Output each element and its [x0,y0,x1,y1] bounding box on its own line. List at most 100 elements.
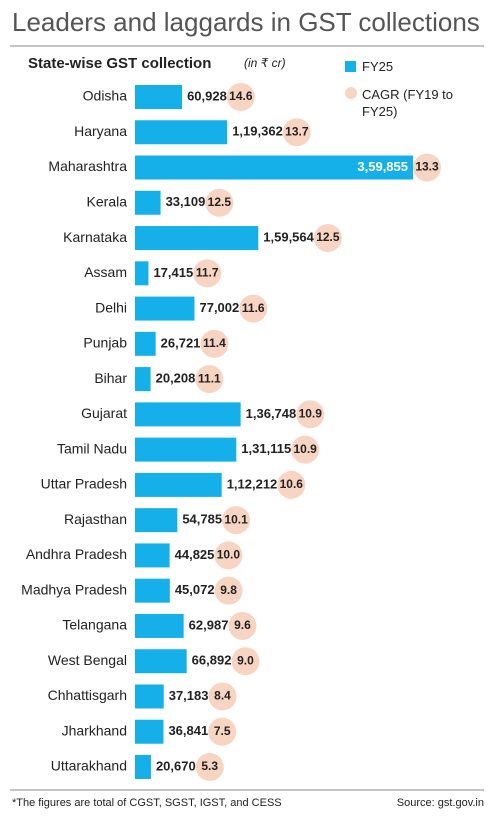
y-tick-label: West Bengal [48,652,127,668]
y-tick-label: Chhattisgarh [48,687,127,703]
data-label: 33,109 [166,194,206,209]
data-label: 37,183 [169,688,209,703]
cagr-dot [231,647,260,676]
cagr-dot [239,294,268,323]
y-tick-label: Madhya Pradesh [21,581,127,597]
y-tick-label: Karnataka [63,229,127,245]
bar [135,296,195,321]
y-tick-label: Gujarat [81,405,127,421]
data-label: 3,59,855 [357,159,408,174]
chart-title: Leaders and laggards in GST collections [12,7,480,37]
unit: (in ₹ cr) [244,56,286,70]
cagr-dot [205,188,234,217]
bar [135,226,259,251]
bar [135,649,187,674]
data-label: 66,892 [192,653,232,668]
bar [135,508,178,533]
y-tick-label: Kerala [87,193,128,209]
cagr-label: 10.9 [294,442,318,456]
y-tick-label: Uttar Pradesh [41,476,127,492]
cagr-label: 9.6 [234,618,251,632]
cagr-dot [208,682,237,711]
cagr-dot [195,753,224,781]
legend-swatch [345,87,357,99]
data-label: 1,19,362 [232,124,283,139]
cagr-dot [193,259,222,288]
cagr-label: 11.7 [196,265,219,279]
cagr-dot [228,611,257,640]
cagr-label: 10.9 [299,407,323,421]
cagr-label: 10.0 [217,548,241,562]
legend-swatch [345,61,356,72]
cagr-label: 13.3 [415,160,439,174]
cagr-dot [195,365,224,394]
y-tick-label: Odisha [83,88,128,104]
legend-label: FY25 [362,59,394,74]
data-label: 20,208 [156,371,196,386]
cagr-dot [282,118,311,147]
y-tick-label: Delhi [95,299,127,315]
data-label: 62,987 [189,617,229,632]
data-label: 44,825 [175,547,215,562]
data-label: 1,12,212 [227,476,278,491]
cagr-dot [313,224,342,253]
cagr-dot [214,541,243,570]
data-label: 60,928 [187,88,227,103]
cagr-label: 11.4 [203,336,226,350]
cagr-dot [277,470,306,499]
data-label: 54,785 [182,512,222,527]
data-label: 17,415 [153,265,193,280]
cagr-label: 13.7 [285,124,309,138]
cagr-label: 9.8 [220,583,237,597]
cagr-label: 7.5 [214,724,231,738]
y-tick-label: Bihar [94,370,127,386]
cagr-dot [296,400,325,429]
bar [135,155,413,180]
y-tick-label: Rajasthan [64,511,127,527]
bar [135,367,151,392]
data-label: 26,721 [161,335,201,350]
note: *The figures are total of CGST, SGST, IG… [12,797,282,809]
cagr-label: 9.0 [237,653,254,667]
y-tick-label: Maharashtra [48,158,127,174]
legend-label: CAGR (FY19 to FY25) [362,87,454,119]
bar [135,472,222,497]
cagr-dot [214,576,243,605]
cagr-label: 12.5 [316,230,340,244]
cagr-dot [200,329,229,358]
cagr-dot [208,717,237,746]
cagr-label: 5.3 [201,759,218,773]
y-tick-label: Telangana [62,617,127,633]
subtitle: State-wise GST collection [28,55,211,72]
y-tick-label: Jharkhand [62,722,127,738]
bar [135,402,241,427]
y-tick-label: Punjab [83,335,127,351]
bar [135,261,149,286]
cagr-dot [413,153,441,182]
cagr-label: 14.6 [229,89,253,103]
bar [135,120,228,145]
data-label: 1,36,748 [246,406,297,421]
data-label: 20,670 [156,758,196,773]
bar [135,437,237,462]
cagr-label: 10.1 [224,512,248,526]
bar [135,578,170,603]
cagr-dot [226,83,255,111]
bar [135,85,183,109]
bar [135,719,164,744]
data-label: 1,59,564 [263,229,314,244]
bar [135,613,184,638]
y-tick-label: Tamil Nadu [57,440,127,456]
bar [135,331,156,356]
y-tick-label: Assam [84,264,127,280]
data-label: 45,072 [175,582,215,597]
cagr-label: 8.4 [214,689,231,703]
bar [135,190,161,215]
cagr-dot [222,506,251,535]
cagr-label: 12.5 [208,195,232,209]
cagr-dot [291,435,320,464]
cagr-label: 10.6 [280,477,304,491]
y-tick-label: Uttarakhand [51,758,127,774]
